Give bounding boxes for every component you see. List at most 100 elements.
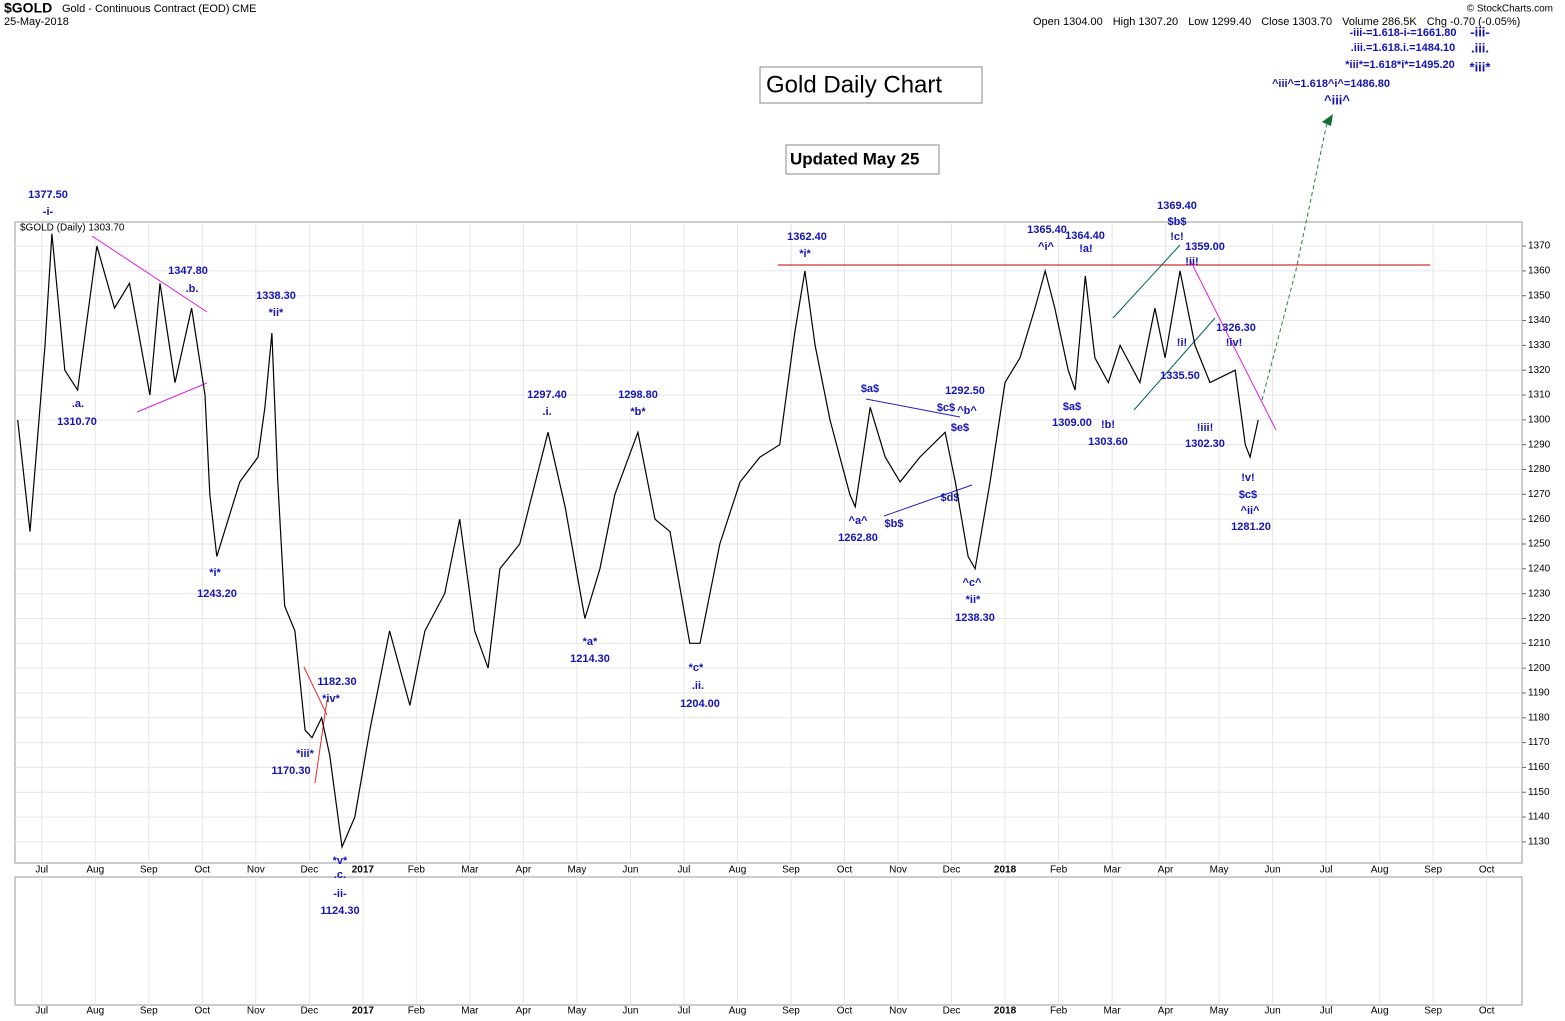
annotation: 1310.70	[57, 416, 97, 428]
annotation: *ii*	[966, 594, 981, 606]
x-tick-label: May	[567, 1006, 586, 1017]
annotation: *v*	[333, 855, 348, 867]
y-tick-label: 1340	[1528, 315, 1551, 326]
x-tick-label: Jul	[35, 865, 48, 876]
x-tick-label: Oct	[195, 1006, 211, 1017]
x-tick-label: Apr	[516, 1006, 532, 1017]
annotation: 1262.80	[838, 532, 878, 544]
projection-arrow	[1322, 114, 1333, 126]
annotation: .c.	[334, 869, 346, 881]
x-tick-label: Jul	[1320, 865, 1333, 876]
annotation: *iii*	[1470, 59, 1492, 74]
x-tick-label: Aug	[729, 1006, 747, 1017]
x-tick-label: Oct	[195, 865, 211, 876]
y-tick-label: 1230	[1528, 588, 1551, 599]
y-tick-label: 1150	[1528, 787, 1550, 798]
annotation: 1335.50	[1160, 370, 1200, 382]
x-tick-label: Sep	[782, 1006, 800, 1017]
y-tick-label: 1240	[1528, 563, 1551, 574]
annotation: *iv*	[322, 693, 340, 705]
annotation: *iii*=1.618*i*=1495.20	[1345, 59, 1454, 71]
x-tick-label: May	[1210, 865, 1229, 876]
annotation: 1303.60	[1088, 436, 1128, 448]
x-tick-label: Apr	[1158, 1006, 1174, 1017]
x-tick-label: 2018	[994, 865, 1017, 876]
quote-item: Chg -0.70 (-0.05%)	[1427, 16, 1521, 28]
annotation: 1309.00	[1052, 417, 1092, 429]
annotation: !b!	[1101, 419, 1115, 431]
annotation: $c$	[1239, 489, 1257, 501]
y-tick-label: 1250	[1528, 539, 1551, 550]
annotation: -ii-	[333, 888, 347, 900]
y-tick-label: 1190	[1528, 688, 1550, 699]
annotation: ^iii^	[1324, 92, 1350, 107]
annotation: 1347.80	[168, 265, 208, 277]
annotation: *i*	[799, 248, 811, 260]
y-tick-label: 1130	[1528, 837, 1550, 848]
annotation: 1362.40	[787, 231, 827, 243]
x-tick-label: Sep	[140, 1006, 158, 1017]
annotation: 1359.00	[1185, 241, 1225, 253]
annotation: $d$	[941, 492, 960, 504]
annotation: ^i^	[1038, 241, 1054, 253]
y-tick-label: 1330	[1528, 340, 1551, 351]
y-tick-label: 1200	[1528, 663, 1551, 674]
y-tick-label: 1220	[1528, 613, 1551, 624]
y-tick-label: 1320	[1528, 365, 1551, 376]
annotation: 1302.30	[1185, 438, 1225, 450]
x-tick-label: Aug	[1371, 1006, 1389, 1017]
quote-item: Close 1303.70	[1261, 16, 1332, 28]
exchange: CME	[232, 3, 256, 15]
quote-item: Open 1304.00	[1033, 16, 1103, 28]
x-tick-label: May	[1210, 1006, 1229, 1017]
projection	[1261, 117, 1329, 401]
annotation: !c!	[1170, 231, 1183, 243]
annotation: !iv!	[1226, 337, 1243, 349]
date: 25-May-2018	[4, 16, 69, 28]
quote-item: Volume 286.5K	[1342, 16, 1417, 28]
annotation: 1238.30	[955, 612, 995, 624]
annotation: 1243.20	[197, 588, 237, 600]
annotation: $b$	[885, 518, 904, 530]
y-tick-label: 1280	[1528, 464, 1551, 475]
annotation: 1292.50	[945, 385, 985, 397]
annotation: !a!	[1079, 243, 1092, 255]
x-tick-label: Jun	[622, 1006, 638, 1017]
credit: © StockCharts.com	[1467, 4, 1553, 15]
quote: Open 1304.00 High 1307.20 Low 1299.40 Close…	[1033, 16, 1520, 28]
x-tick-label: Mar	[1103, 865, 1121, 876]
annotation: ^a^	[849, 515, 869, 527]
y-tick-label: 1310	[1528, 390, 1551, 401]
subtitle-box	[785, 144, 940, 175]
x-tick-label: Mar	[461, 1006, 479, 1017]
trendlines	[91, 114, 1430, 784]
annotation: .ii.	[692, 680, 704, 692]
x-tick-label: Nov	[247, 1006, 265, 1017]
x-tick-label: Jul	[678, 1006, 691, 1017]
x-tick-label: Nov	[247, 865, 265, 876]
annotation: -i-	[43, 206, 54, 218]
trendline	[1112, 244, 1181, 319]
x-tick-label: Feb	[408, 865, 426, 876]
price-line	[17, 233, 1259, 850]
x-tick-label: Oct	[1479, 1006, 1495, 1017]
y-tick-label: 1260	[1528, 514, 1551, 525]
x-tick-label: Oct	[1479, 865, 1495, 876]
x-tick-label: 2017	[352, 1006, 375, 1017]
x-tick-label: Mar	[1103, 1006, 1121, 1017]
x-tick-label: Nov	[889, 865, 907, 876]
annotation: !ii!	[1185, 256, 1198, 268]
trendline	[883, 484, 973, 517]
annotation: -iii-=1.618-i-=1661.80	[1349, 27, 1456, 39]
x-tick-label: Jun	[1265, 865, 1281, 876]
annotation: 1364.40	[1065, 230, 1105, 242]
annotation: *c*	[689, 662, 704, 674]
annotation: ^ii^	[1241, 505, 1261, 517]
x-tick-label: Jun	[622, 865, 638, 876]
annotation: *i*	[209, 567, 221, 579]
symbol: $GOLD	[4, 0, 52, 16]
description: Gold - Continuous Contract (EOD)	[62, 3, 230, 15]
price-panel	[14, 221, 1523, 864]
annotation: 1297.40	[527, 389, 567, 401]
